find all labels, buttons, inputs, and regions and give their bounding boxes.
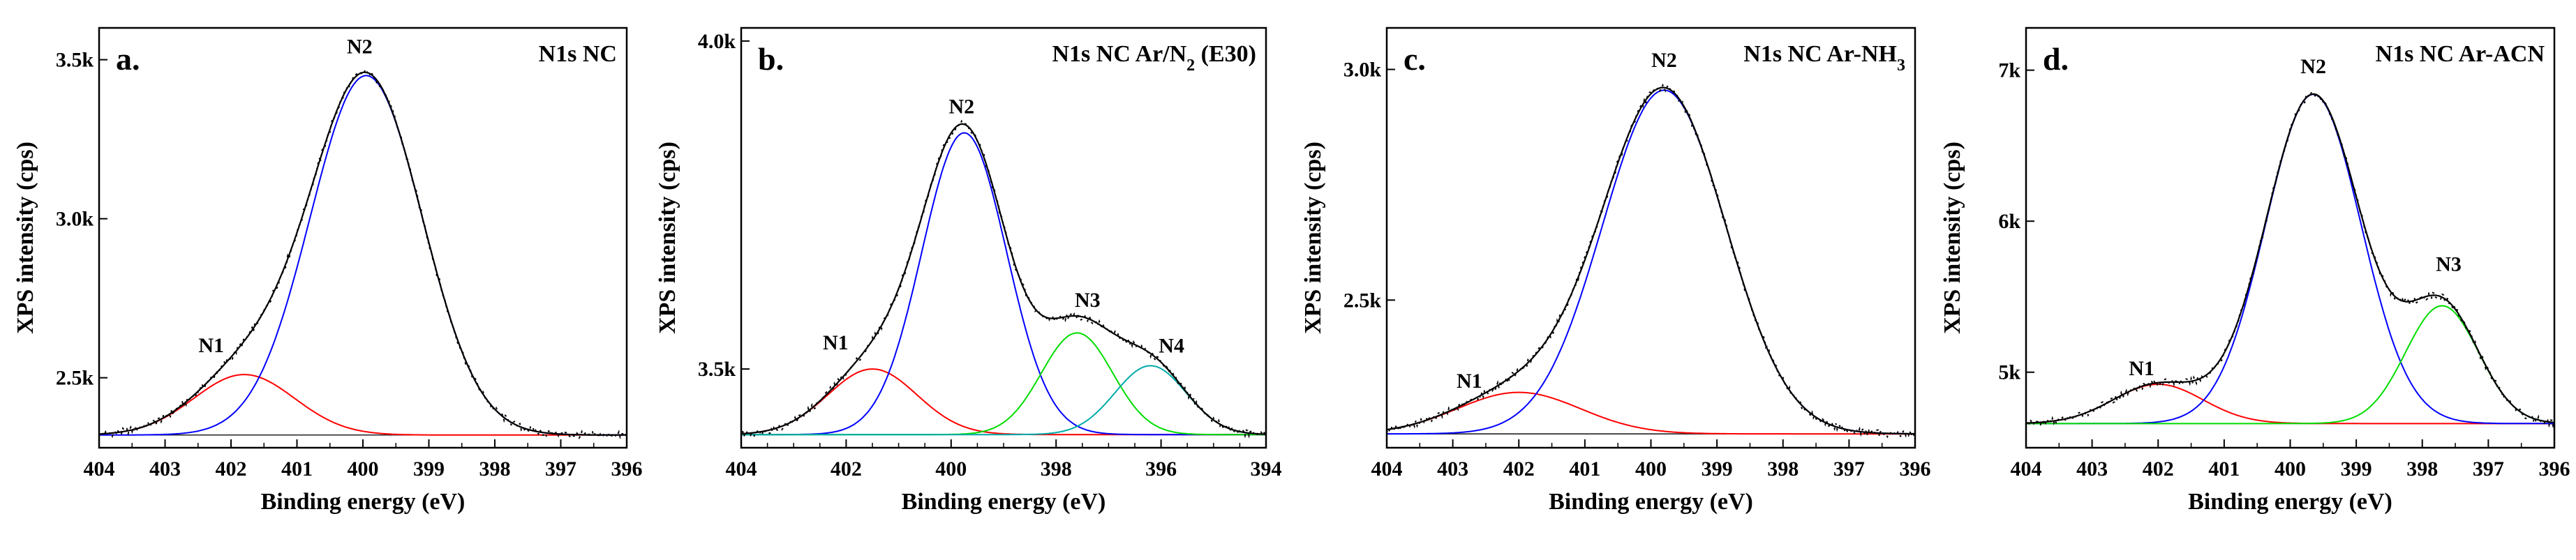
fitted-envelope-curve bbox=[99, 71, 627, 436]
panel-b: 404 402 400 398 396 394 3.5k 4.0k Binding energy… bbox=[655, 27, 1282, 515]
x-tick-label: 401 bbox=[281, 457, 313, 480]
panel-title: N1s NC bbox=[539, 41, 617, 67]
title-text: (E30) bbox=[1195, 41, 1256, 67]
measured-spectrum bbox=[1387, 83, 1915, 439]
x-axis-label: Binding energy (eV) bbox=[1549, 489, 1753, 515]
x-tick-label: 403 bbox=[1437, 457, 1468, 480]
component-n1-curve bbox=[1387, 391, 1915, 435]
x-tick-label: 400 bbox=[2275, 457, 2306, 480]
x-tick-label: 404 bbox=[2011, 457, 2042, 480]
y-tick-label: 3.0k bbox=[1343, 59, 1382, 82]
component-n2-curve bbox=[2026, 93, 2554, 425]
x-tick-label: 396 bbox=[2539, 457, 2570, 480]
peak-label-n1: N1 bbox=[1457, 370, 1482, 393]
panel-c: 404 403 402 401 400 399 398 397 396 2.5k 3.0k Bindi… bbox=[1300, 27, 1931, 515]
panel-letter: a. bbox=[116, 41, 140, 77]
peak-label-n2: N2 bbox=[2300, 55, 2326, 78]
panel-d: 404 403 402 401 400 399 398 397 396 5k 6k 7k Binding… bbox=[1940, 27, 2570, 515]
title-text: N1s NC Ar/N bbox=[1052, 41, 1187, 67]
measured-spectrum bbox=[2026, 92, 2554, 429]
x-tick-label: 396 bbox=[1145, 457, 1177, 480]
x-axis-label: Binding energy (eV) bbox=[2188, 489, 2392, 515]
measured-spectrum bbox=[741, 119, 1266, 439]
x-tick-label: 396 bbox=[1900, 457, 1931, 480]
x-tick-label: 400 bbox=[935, 457, 967, 480]
peak-label-n4: N4 bbox=[1159, 335, 1184, 358]
x-tick-label: 397 bbox=[545, 457, 576, 480]
peak-label-n1: N1 bbox=[2129, 357, 2154, 380]
title-text: N1s NC bbox=[539, 41, 617, 67]
panel-letter: d. bbox=[2043, 41, 2069, 77]
x-tick-label: 401 bbox=[2208, 457, 2240, 480]
title-subscript: 3 bbox=[1897, 56, 1905, 75]
x-tick-label: 404 bbox=[726, 457, 757, 480]
component-n1-curve bbox=[99, 374, 627, 436]
x-axis-label: Binding energy (eV) bbox=[261, 489, 466, 515]
y-tick-label: 7k bbox=[1998, 59, 2020, 82]
y-tick-label: 5k bbox=[1998, 361, 2020, 384]
peak-label-n3: N3 bbox=[1075, 289, 1101, 312]
peak-label-n1: N1 bbox=[198, 334, 224, 357]
component-n2-curve bbox=[741, 132, 1266, 436]
x-tick-label: 402 bbox=[2143, 457, 2174, 480]
x-tick-label: 396 bbox=[611, 457, 643, 480]
x-tick-label: 398 bbox=[1767, 457, 1799, 480]
y-tick-label: 2.5k bbox=[1343, 289, 1382, 312]
x-tick-label: 398 bbox=[1041, 457, 1072, 480]
x-tick-label: 402 bbox=[831, 457, 862, 480]
x-tick-label: 402 bbox=[1503, 457, 1535, 480]
panel-title: N1s NC Ar-ACN bbox=[2376, 41, 2545, 67]
x-tick-label: 400 bbox=[348, 457, 379, 480]
fitted-envelope-curve bbox=[2026, 93, 2554, 424]
title-text: N1s NC Ar-NH bbox=[1743, 41, 1897, 67]
component-n4-curve bbox=[741, 365, 1266, 436]
y-axis-label: XPS intensity (cps) bbox=[1940, 142, 1965, 334]
x-tick-label: 399 bbox=[2341, 457, 2372, 480]
panel-letter: b. bbox=[758, 41, 784, 77]
x-tick-label: 397 bbox=[1833, 457, 1865, 480]
y-tick-label: 4.0k bbox=[698, 30, 736, 53]
x-tick-label: 399 bbox=[1702, 457, 1733, 480]
x-tick-label: 401 bbox=[1569, 457, 1600, 480]
measured-spectrum bbox=[99, 68, 627, 440]
y-tick-label: 3.0k bbox=[56, 208, 94, 231]
x-tick-label: 402 bbox=[216, 457, 247, 480]
component-n2-curve bbox=[99, 75, 627, 436]
y-axis-label: XPS intensity (cps) bbox=[13, 142, 38, 334]
x-tick-label: 398 bbox=[2406, 457, 2438, 480]
panel-title: N1s NC Ar-NH3 bbox=[1743, 41, 1905, 75]
fitted-envelope-curve bbox=[741, 123, 1266, 435]
x-axis-label: Binding energy (eV) bbox=[902, 489, 1106, 515]
component-n3-curve bbox=[2026, 305, 2554, 425]
y-axis-label: XPS intensity (cps) bbox=[1300, 142, 1326, 334]
title-text: N1s NC Ar-ACN bbox=[2376, 41, 2545, 67]
plot-frame bbox=[98, 27, 628, 449]
peak-label-n2: N2 bbox=[347, 35, 373, 58]
panel-a: 404 403 402 401 400 399 398 397 396 2.5k 3.0k 3.5k B… bbox=[13, 27, 643, 515]
peak-label-n2: N2 bbox=[949, 95, 975, 118]
x-tick-label: 404 bbox=[1371, 457, 1403, 480]
title-subscript: 2 bbox=[1186, 56, 1195, 75]
x-tick-label: 399 bbox=[413, 457, 445, 480]
x-tick-label: 398 bbox=[479, 457, 511, 480]
panel-letter: c. bbox=[1404, 41, 1426, 77]
y-tick-label: 2.5k bbox=[56, 367, 94, 390]
y-axis-label: XPS intensity (cps) bbox=[655, 142, 680, 334]
panel-title: N1s NC Ar/N2 (E30) bbox=[1052, 41, 1257, 75]
x-tick-label: 404 bbox=[84, 457, 115, 480]
x-tick-label: 397 bbox=[2473, 457, 2504, 480]
peak-label-n3: N3 bbox=[2436, 253, 2462, 276]
plot-frame bbox=[2025, 27, 2556, 449]
y-tick-label: 3.5k bbox=[698, 358, 736, 381]
peak-label-n2: N2 bbox=[1651, 49, 1677, 72]
x-tick-label: 403 bbox=[149, 457, 181, 480]
component-n3-curve bbox=[741, 332, 1266, 436]
x-tick-label: 394 bbox=[1251, 457, 1282, 480]
peak-label-n1: N1 bbox=[823, 331, 849, 354]
y-tick-label: 3.5k bbox=[56, 49, 94, 72]
x-tick-label: 403 bbox=[2076, 457, 2108, 480]
x-tick-label: 400 bbox=[1635, 457, 1667, 480]
y-tick-label: 6k bbox=[1998, 210, 2020, 233]
